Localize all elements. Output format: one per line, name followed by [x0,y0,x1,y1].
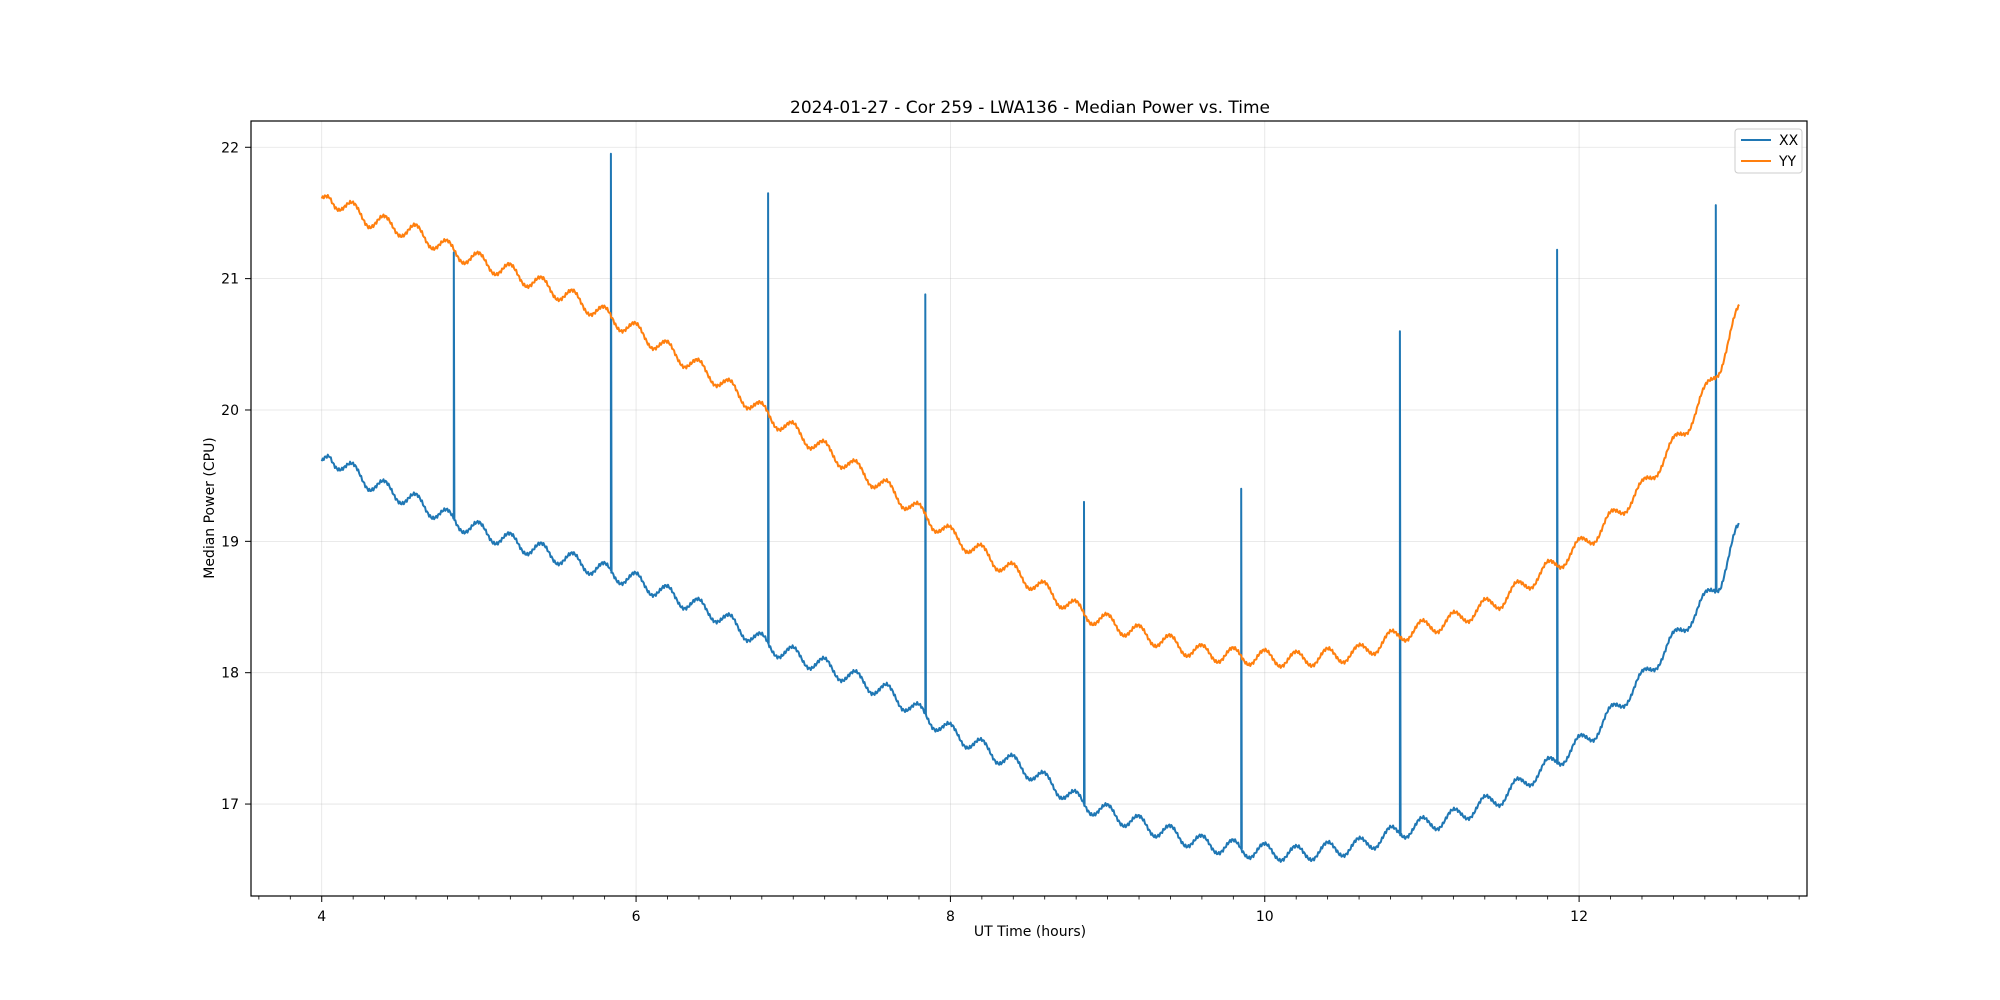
chart-title: 2024-01-27 - Cor 259 - LWA136 - Median P… [790,98,1270,118]
y-tick-label: 18 [221,666,239,682]
y-tick-label: 21 [221,272,239,288]
legend-label-yy: YY [1778,154,1797,170]
x-tick-label: 6 [632,909,641,925]
y-axis-label: Median Power (CPU) [202,437,218,579]
y-tick-label: 17 [221,797,239,813]
legend: XX YY [1734,128,1803,174]
y-tick-label: 19 [221,534,239,550]
x-tick-label: 10 [1256,909,1274,925]
x-tick-label: 8 [946,909,955,925]
y-tick-label: 20 [221,403,239,419]
series-line-yy [320,194,1740,669]
y-tick-label: 22 [221,140,239,156]
series-layer [320,152,1740,863]
x-tick-label: 12 [1570,909,1588,925]
plot-area-frame [250,120,1808,897]
legend-label-xx: XX [1779,133,1799,149]
y-axis: 17 18 19 20 21 22 [221,140,251,813]
grid-lines [251,121,1807,896]
x-axis-label: UT Time (hours) [974,924,1086,940]
series-line-xx [320,152,1740,863]
x-tick-label: 4 [317,909,326,925]
x-axis: 4 6 8 10 12 [258,896,1800,925]
